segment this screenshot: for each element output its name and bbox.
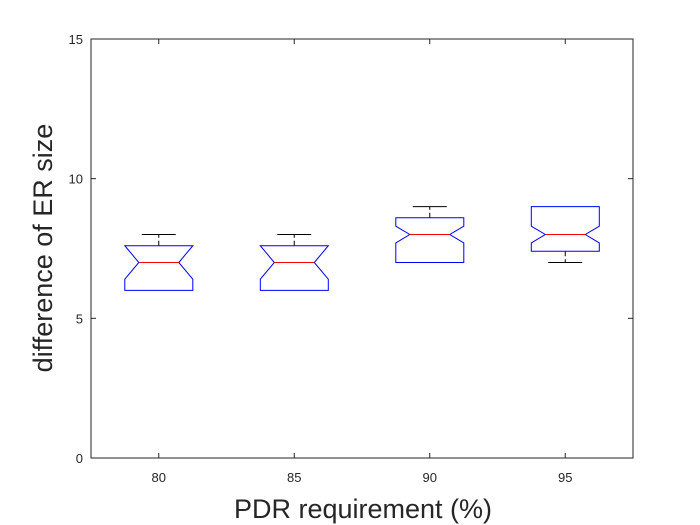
- x-tick-label: 95: [558, 470, 572, 485]
- y-tick-label: 5: [76, 311, 83, 326]
- x-tick-label: 80: [152, 470, 166, 485]
- box-80: [123, 234, 194, 291]
- notched-box: [123, 245, 194, 291]
- y-tick-label: 15: [69, 32, 83, 47]
- box-series: [123, 206, 600, 291]
- x-axis-label: PDR requirement (%): [234, 494, 492, 524]
- box-90: [395, 206, 465, 263]
- y-tick-label: 0: [76, 451, 83, 466]
- x-tick-label: 90: [423, 470, 437, 485]
- notched-box: [259, 245, 330, 291]
- plot-area: [90, 38, 634, 459]
- y-axis-label: difference of ER size: [28, 124, 58, 373]
- notched-box: [530, 206, 600, 252]
- box-95: [530, 206, 600, 263]
- axis-ticks: 0 5 10 15 80 85 90 95: [69, 32, 633, 485]
- notched-box: [395, 217, 465, 263]
- box-85: [259, 234, 330, 291]
- x-tick-label: 85: [287, 470, 301, 485]
- y-tick-label: 10: [69, 172, 83, 187]
